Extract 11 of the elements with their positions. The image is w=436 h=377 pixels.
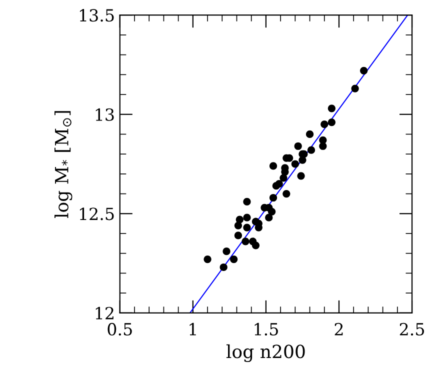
- y-tick-label: 12: [96, 306, 114, 320]
- x-tick-label: 2.5: [400, 322, 424, 336]
- x-tick-label: 1.5: [254, 322, 278, 336]
- x-axis-title: log n200: [226, 344, 305, 362]
- x-tick-label: 2: [334, 322, 343, 336]
- y-tick-label: 12.5: [80, 208, 114, 220]
- x-tick-label: 1: [190, 322, 196, 336]
- y-axis-title: log M$_{*}$ [M$_{⊙}$]: [54, 111, 72, 218]
- y-tick-label: 13.5: [80, 9, 114, 22]
- x-tick-label: 0.5: [108, 322, 132, 336]
- y-tick-label: 13: [96, 108, 114, 121]
